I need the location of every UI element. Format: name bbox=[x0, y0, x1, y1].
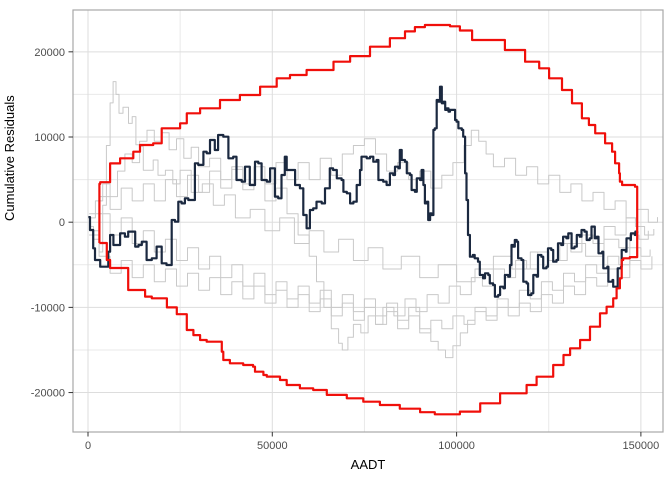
x-tick-label: 50000 bbox=[257, 440, 288, 452]
y-tick-label: -10000 bbox=[31, 302, 65, 314]
x-tick-label: 150000 bbox=[623, 440, 660, 452]
panel-background bbox=[73, 10, 663, 432]
y-tick-label: 20000 bbox=[34, 47, 65, 59]
envelope-upper bbox=[98, 23, 639, 252]
envelope-lower bbox=[99, 241, 639, 416]
x-tick-label: 0 bbox=[85, 440, 91, 452]
panel-border bbox=[72, 9, 664, 433]
y-tick-label: 10000 bbox=[34, 132, 65, 144]
simulated-cure-1 bbox=[89, 81, 649, 283]
x-tick-label: 100000 bbox=[438, 440, 475, 452]
simulated-cure-5 bbox=[89, 234, 653, 334]
observed-cure bbox=[88, 85, 639, 298]
y-tick-label: -20000 bbox=[31, 388, 65, 400]
x-axis-title: AADT bbox=[350, 457, 386, 472]
simulated-cure-4 bbox=[89, 129, 658, 223]
y-tick-label: 0 bbox=[59, 217, 65, 229]
